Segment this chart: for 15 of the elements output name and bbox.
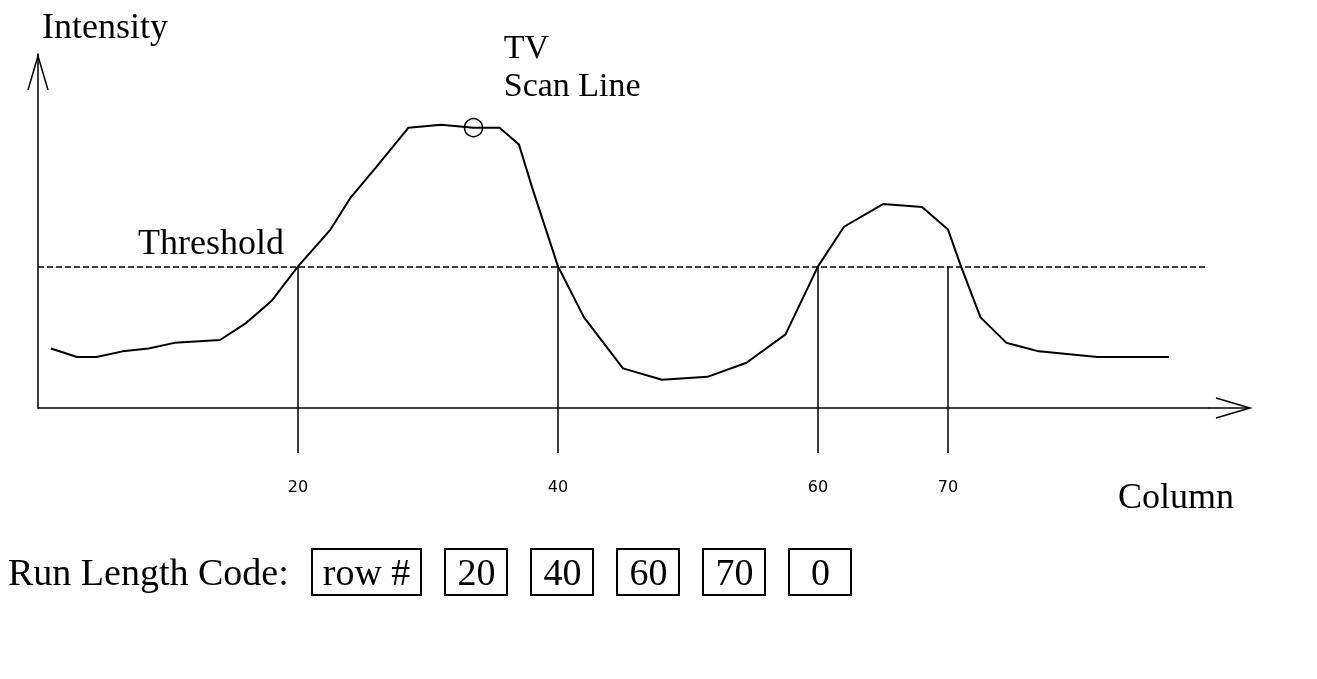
text: 60 (616, 548, 681, 596)
x-tick-label: 40 (547, 476, 569, 496)
x-tick-label: 70 (937, 476, 959, 496)
x-tick-label: 60 (807, 476, 829, 496)
text: 20 (444, 548, 509, 596)
text: Run Length Code: (8, 550, 289, 594)
x-axis-title: Column (1118, 476, 1235, 516)
text: 40 (530, 548, 595, 596)
ref-line-label: Threshold (138, 222, 284, 263)
x-tick-label: 20 (287, 476, 309, 496)
text: row # (310, 548, 423, 596)
y-axis-title: Intensity (42, 6, 168, 46)
annotation: TV Scan Line (503, 28, 641, 104)
text: 0 (788, 548, 853, 596)
text: 70 (702, 548, 767, 596)
